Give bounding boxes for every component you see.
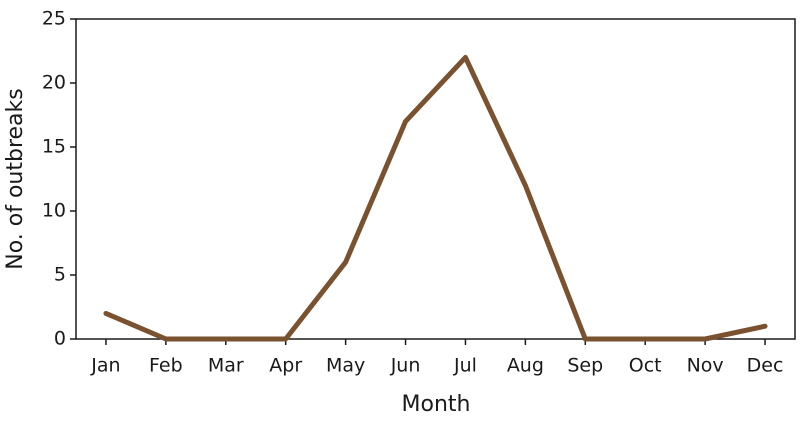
plot-frame [75, 18, 796, 340]
x-axis-label: Month [402, 392, 471, 417]
x-tick-label: Jul [453, 355, 477, 377]
x-tick-label: Aug [507, 355, 544, 377]
y-axis-label: No. of outbreaks [3, 88, 28, 270]
y-tick-label: 5 [54, 264, 66, 286]
x-tick-label: Feb [149, 355, 183, 377]
y-tick-label: 20 [42, 72, 66, 94]
x-tick-label: Sep [567, 355, 603, 377]
x-tick-label: Jun [390, 355, 421, 377]
x-tick-label: Nov [687, 355, 724, 377]
x-tick-label: Mar [208, 355, 244, 377]
data-line [103, 54, 768, 342]
y-tick-label: 15 [42, 136, 66, 158]
y-tick-label: 10 [42, 200, 66, 222]
x-tick-label: Apr [269, 355, 302, 377]
x-tick-label: Oct [629, 355, 662, 377]
y-tick-label: 25 [42, 8, 66, 30]
x-tick-label: Dec [747, 355, 784, 377]
x-tick-label: Jan [90, 355, 120, 377]
y-tick-label: 0 [54, 328, 66, 350]
x-tick-label: May [326, 355, 365, 377]
